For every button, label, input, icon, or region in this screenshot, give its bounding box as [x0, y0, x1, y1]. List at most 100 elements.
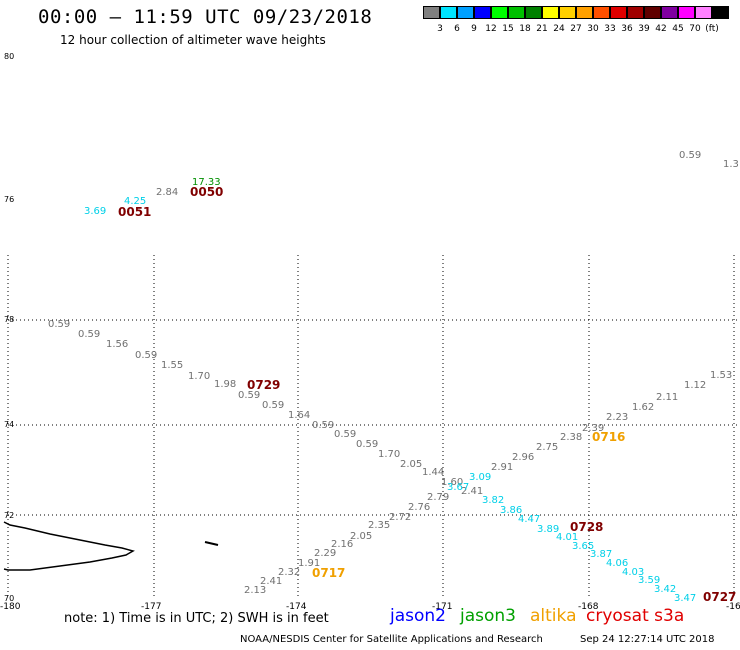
wave-height-value: 2.32 [278, 567, 300, 578]
longitude-label: -171 [432, 602, 452, 612]
wave-height-value: 2.41 [260, 576, 282, 587]
longitude-label: -16 [726, 602, 740, 612]
wave-height-value: 0.59 [312, 420, 334, 431]
pass-time-label: 0050 [190, 185, 223, 199]
wave-height-value: 3.69 [84, 206, 106, 217]
legend-swatch [457, 6, 474, 19]
wave-height-value: 1.70 [188, 371, 210, 382]
wave-height-value: 3.47 [674, 593, 696, 604]
wave-height-value: 0.59 [356, 439, 378, 450]
wave-height-value: 2.23 [606, 412, 628, 423]
wave-height-value: 1.3 [723, 159, 739, 170]
wave-height-value: 4.47 [518, 514, 540, 525]
satellite-jason2: jason2 [390, 606, 446, 626]
legend-swatch [678, 6, 695, 19]
latitude-label: 78 [4, 315, 14, 324]
wave-height-value: 1.64 [288, 410, 310, 421]
wave-height-value: 2.38 [560, 432, 582, 443]
pass-time-label: 0717 [312, 566, 345, 580]
legend-swatch [508, 6, 525, 19]
wave-height-value: 4.01 [556, 532, 578, 543]
pass-time-label: 0728 [570, 520, 603, 534]
legend-swatch [440, 6, 457, 19]
wave-height-value: 2.41 [461, 486, 483, 497]
latitude-label: 76 [4, 195, 14, 204]
wave-height-value: 1.70 [378, 449, 400, 460]
wave-height-value: 2.76 [408, 502, 430, 513]
wave-height-value: 1.55 [161, 360, 183, 371]
observations: 3.694.252.8417.330.590.591.560.591.551.7… [48, 150, 739, 604]
legend-swatch [695, 6, 712, 19]
wave-height-value: 3.09 [469, 472, 491, 483]
legend-swatch [474, 6, 491, 19]
legend-swatch [627, 6, 644, 19]
footer-credit: NOAA/NESDIS Center for Satellite Applica… [240, 634, 543, 645]
latitude-label: 80 [4, 52, 14, 61]
latitude-label: 70 [4, 594, 14, 603]
page-subtitle: 12 hour collection of altimeter wave hei… [60, 33, 326, 47]
legend-swatch [559, 6, 576, 19]
wave-height-value: 4.03 [622, 567, 644, 578]
wave-height-value: 2.05 [350, 531, 372, 542]
legend-label: 6 [454, 24, 460, 34]
wave-height-value: 2.29 [314, 548, 336, 559]
legend-label: 12 [485, 24, 497, 34]
wave-height-value: 2.79 [427, 492, 449, 503]
latitude-label: 72 [4, 511, 14, 520]
wave-height-value: 2.16 [331, 539, 353, 550]
wave-height-value: 2.05 [400, 459, 422, 470]
wave-height-value: 0.59 [48, 319, 70, 330]
wave-height-value: 0.59 [334, 429, 356, 440]
legend-label: 27 [570, 24, 582, 34]
wave-height-value: 3.89 [537, 524, 559, 535]
page-title: 00:00 – 11:59 UTC 09/23/2018 [38, 6, 373, 28]
legend-label: 30 [587, 24, 599, 34]
wave-height-value: 1.44 [422, 467, 444, 478]
legend-swatch [610, 6, 627, 19]
satellite-jason3: jason3 [460, 606, 516, 626]
legend-label: 45 [672, 24, 684, 34]
pass-time-label: 0051 [118, 205, 151, 219]
longitude-label: -168 [578, 602, 599, 612]
wave-height-value: 1.56 [106, 339, 128, 350]
wave-height-value: 0.59 [262, 400, 284, 411]
longitude-label: -180 [0, 602, 21, 612]
wave-height-value: 4.25 [124, 196, 146, 207]
wave-height-value: 4.06 [606, 558, 628, 569]
wave-height-value: 1.60 [441, 477, 463, 488]
island-shape [3, 521, 135, 571]
legend-swatch [644, 6, 661, 19]
legend-swatch [661, 6, 678, 19]
wave-height-value: 2.39 [582, 423, 604, 434]
wave-height-value: 2.91 [491, 462, 513, 473]
wave-height-value: 1.53 [710, 370, 732, 381]
note-text: note: 1) Time is in UTC; 2) SWH is in fe… [64, 611, 329, 626]
wave-height-value: 3.59 [638, 575, 660, 586]
footer-timestamp: Sep 24 12:27:14 UTC 2018 [580, 634, 715, 645]
wave-height-value: 1.62 [632, 402, 654, 413]
legend-swatch [593, 6, 610, 19]
wave-height-value: 3.67 [447, 482, 469, 493]
wave-height-value: 2.11 [656, 392, 678, 403]
wave-height-value: 1.98 [214, 379, 236, 390]
wave-height-value: 2.35 [368, 520, 390, 531]
legend-label: 18 [519, 24, 531, 34]
legend-label: 42 [655, 24, 667, 34]
legend-label: 9 [471, 24, 477, 34]
legend-label: 21 [536, 24, 548, 34]
wave-height-value: 3.42 [654, 584, 676, 595]
legend-label: 24 [553, 24, 565, 34]
longitude-label: -174 [286, 602, 307, 612]
wave-height-value: 1.91 [298, 558, 320, 569]
wave-height-value: 17.33 [192, 177, 221, 188]
wave-height-value: 3.87 [590, 549, 612, 560]
wave-height-value: 2.84 [156, 187, 178, 198]
wave-height-value: 2.13 [244, 585, 266, 596]
wave-height-value: 3.65 [572, 541, 594, 552]
legend-swatch [542, 6, 559, 19]
legend-label: 15 [502, 24, 514, 34]
wave-height-value: 2.75 [536, 442, 558, 453]
wave-height-value: 0.59 [135, 350, 157, 361]
wave-height-value: 3.86 [500, 505, 522, 516]
